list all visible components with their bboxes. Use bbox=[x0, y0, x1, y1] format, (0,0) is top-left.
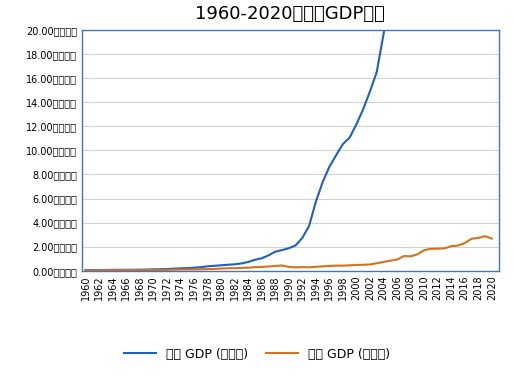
中国 GDP (亿美元) bbox=[171, 266, 177, 271]
Legend: 中国 GDP (亿美元), 印度 GDP (亿美元): 中国 GDP (亿美元), 印度 GDP (亿美元) bbox=[119, 343, 395, 365]
印度 GDP (亿美元) bbox=[231, 266, 237, 270]
印度 GDP (亿美元) bbox=[489, 237, 495, 241]
印度 GDP (亿美元) bbox=[482, 234, 488, 238]
印度 GDP (亿美元) bbox=[306, 265, 312, 270]
印度 GDP (亿美元) bbox=[333, 263, 339, 268]
印度 GDP (亿美元) bbox=[171, 267, 177, 272]
Line: 印度 GDP (亿美元): 印度 GDP (亿美元) bbox=[86, 236, 492, 270]
中国 GDP (亿美元) bbox=[83, 268, 89, 272]
Title: 1960-2020年中印GDP对比: 1960-2020年中印GDP对比 bbox=[195, 5, 386, 23]
中国 GDP (亿美元) bbox=[333, 153, 339, 158]
中国 GDP (亿美元) bbox=[96, 268, 102, 272]
Line: 中国 GDP (亿美元): 中国 GDP (亿美元) bbox=[86, 0, 492, 270]
印度 GDP (亿美元) bbox=[442, 246, 448, 251]
中国 GDP (亿美元) bbox=[231, 262, 237, 267]
中国 GDP (亿美元) bbox=[306, 224, 312, 229]
印度 GDP (亿美元) bbox=[184, 267, 190, 272]
印度 GDP (亿美元) bbox=[83, 268, 89, 273]
印度 GDP (亿美元) bbox=[89, 268, 96, 273]
中国 GDP (亿美元) bbox=[184, 266, 190, 270]
